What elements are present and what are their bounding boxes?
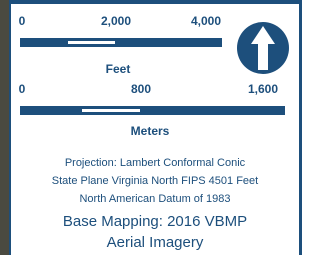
left-border	[9, 0, 11, 255]
projection-note: Projection: Lambert Conformal Conic	[65, 157, 246, 169]
map-legend: 0 2,000 4,000 Feet 0 800 1,600 Meters Pr…	[0, 0, 302, 255]
feet-tick: 4,000	[191, 14, 221, 28]
feet-scale-segment	[68, 41, 115, 44]
right-border	[299, 0, 302, 255]
base-mapping-note: Aerial Imagery	[107, 234, 204, 251]
meters-unit: Meters	[131, 124, 170, 138]
aerial-edge	[0, 0, 9, 255]
projection-note: North American Datum of 1983	[79, 193, 230, 205]
meters-scale-segment	[82, 109, 140, 112]
feet-tick: 0	[19, 14, 26, 28]
base-mapping-note: Base Mapping: 2016 VBMP	[63, 213, 247, 230]
feet-tick: 2,000	[101, 14, 131, 28]
feet-scale-bar	[20, 38, 222, 47]
meters-tick: 1,600	[248, 82, 278, 96]
meters-tick: 0	[19, 82, 26, 96]
projection-note: State Plane Virginia North FIPS 4501 Fee…	[52, 175, 258, 187]
meters-scale-bar	[20, 106, 285, 115]
feet-unit: Feet	[106, 62, 131, 76]
meters-tick: 800	[131, 82, 151, 96]
top-border	[9, 0, 302, 4]
